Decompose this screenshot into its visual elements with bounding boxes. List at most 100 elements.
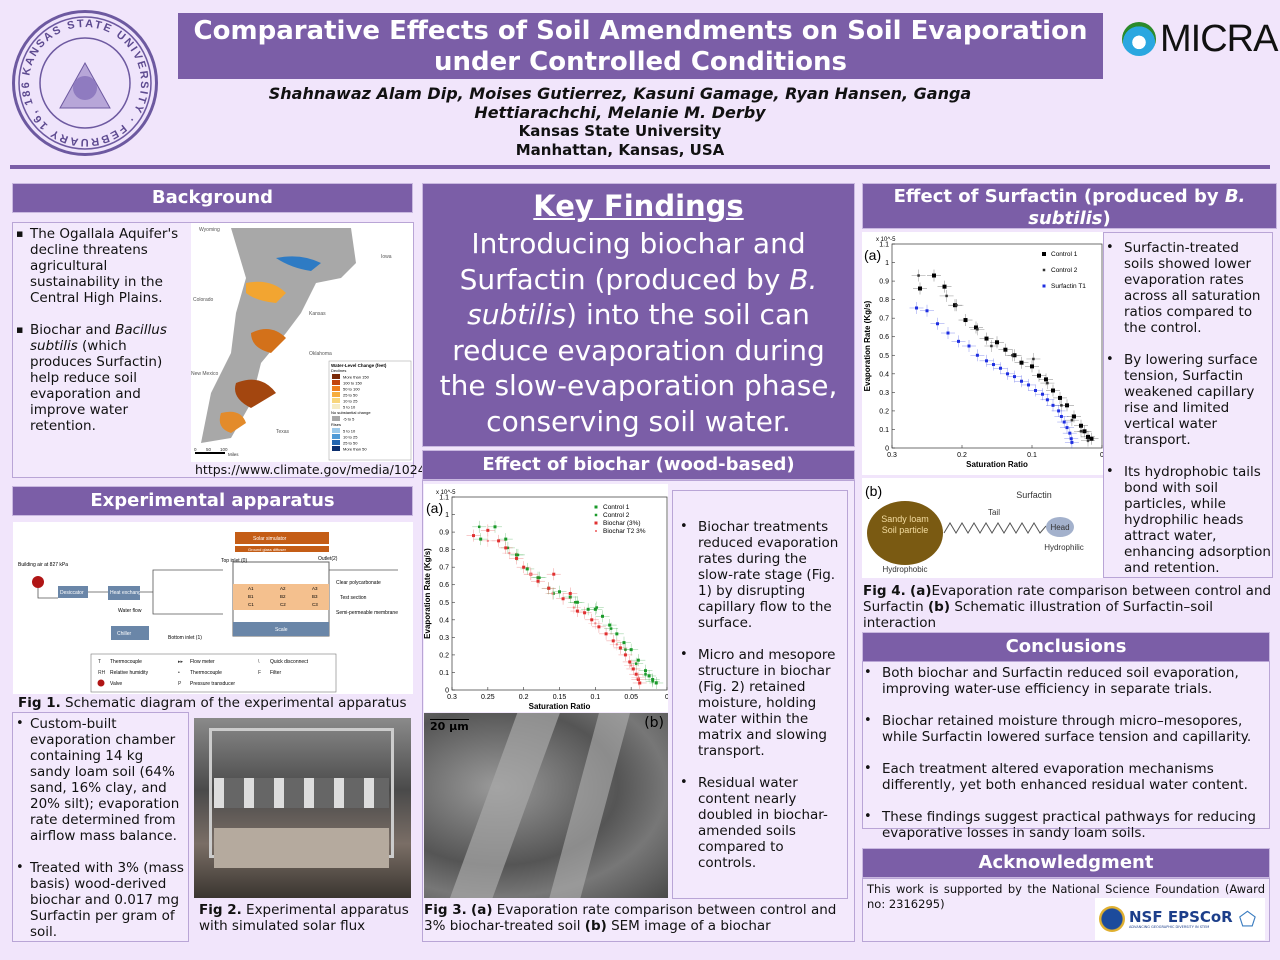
conclusions-bullets: Both biochar and Surfactin reduced soil … xyxy=(864,665,1264,857)
key-findings-text: Introducing biochar and Surfactin (produ… xyxy=(423,226,854,439)
data-point xyxy=(547,586,551,590)
legend-label: 5 to 10 xyxy=(343,429,356,434)
legend-symbol-icon: • xyxy=(178,670,180,676)
legend-marker xyxy=(1042,284,1046,288)
sensor-label: B3 xyxy=(312,594,318,599)
data-point xyxy=(946,331,950,335)
data-point xyxy=(1011,354,1014,357)
map-scale-label: 0 xyxy=(194,447,197,452)
data-point xyxy=(1051,403,1055,407)
text: ) into the soil can reduce evaporation d… xyxy=(439,298,838,438)
label: Scale xyxy=(275,627,288,633)
fig3a-plot: 0.3 0.25 0.2 0.15 0.1 0.05 0 0 0.1 0.2 0.3 0.4 0.5 0.… xyxy=(423,490,669,711)
fig4a-chart: 0.3 0.2 0.1 0 0 0.1 0.2 0.3 0.4 0.5 0.6 0.7 0.8 0.9 1 1… xyxy=(862,232,1104,475)
data-point xyxy=(623,653,627,657)
y-tick-label: 0.8 xyxy=(879,297,889,304)
data-point xyxy=(651,679,654,683)
legend-symbol-icon: RH xyxy=(98,670,106,676)
data-point xyxy=(1062,420,1066,424)
conclusions-header: Conclusions xyxy=(862,632,1270,662)
sensor-label: C2 xyxy=(280,602,286,607)
data-point xyxy=(601,614,604,618)
legend-section-label: No substantial change xyxy=(331,410,371,415)
university-seal: KANSAS STATE UNIVERSITY · FEBRUARY 16, 1… xyxy=(11,4,158,156)
schematic-graphic: (b) Hydrophobic Tail Head Hydrophilic Su… xyxy=(865,483,1084,574)
conclusion-bullet: Biochar retained moisture through micro–… xyxy=(864,713,1264,745)
label: Heat exchanger xyxy=(110,590,146,596)
legend-swatch xyxy=(332,398,340,403)
y-axis-label: Evaporation Rate (Kg/s) xyxy=(863,300,872,391)
y-tick-label: 0 xyxy=(445,688,449,695)
data-point xyxy=(1030,364,1034,369)
data-point xyxy=(995,340,999,345)
fig-label: Fig 4. xyxy=(863,583,906,599)
data-point xyxy=(634,672,638,676)
label: Chiller xyxy=(117,631,132,637)
data-point xyxy=(538,576,541,579)
y-tick-label: 0.8 xyxy=(439,547,449,554)
panel-label: (b) xyxy=(865,483,882,499)
data-point xyxy=(636,658,640,662)
x-tick-label: 0.15 xyxy=(553,694,567,701)
x-tick-label: 0.2 xyxy=(957,452,967,459)
fig4a-plot: 0.3 0.2 0.1 0 0 0.1 0.2 0.3 0.4 0.5 0.6 0.7 0.8 0.9 1 1… xyxy=(863,237,1104,469)
fiber xyxy=(544,713,634,898)
conclusion-bullet: Both biochar and Surfactin reduced soil … xyxy=(864,665,1264,697)
data-point xyxy=(472,534,475,538)
data-point xyxy=(1068,431,1072,435)
data-point xyxy=(1065,426,1069,430)
source-url[interactable]: https://www.climate.gov/media/10241 xyxy=(195,462,434,477)
apparatus-bullets: Custom-built evaporation chamber contain… xyxy=(16,716,186,956)
data-point xyxy=(593,607,597,611)
sensor-label: A3 xyxy=(312,586,318,591)
data-point xyxy=(574,601,577,604)
y-tick-label: 0.1 xyxy=(439,670,449,677)
data-point xyxy=(622,641,626,645)
authors-line-1: Shahnawaz Alam Dip, Moises Gutierrez, Ka… xyxy=(268,84,972,103)
y-tick-label: 0.6 xyxy=(879,334,889,341)
legend-swatch xyxy=(332,380,340,385)
data-point xyxy=(595,606,599,609)
institution: Kansas State University xyxy=(518,122,722,140)
surfactin-label: Surfactin xyxy=(1016,490,1052,500)
y-tick-label: 0.5 xyxy=(879,353,889,360)
legend-label: 25 to 50 xyxy=(343,393,358,398)
species-name: B. subtilis xyxy=(467,262,818,332)
data-point xyxy=(1020,379,1023,383)
label: Ground glass diffuser xyxy=(248,547,287,552)
surfactin-schematic: (b) Hydrophobic Tail Head Hydrophilic Su… xyxy=(862,478,1103,578)
fig-label: Fig 2. xyxy=(199,902,242,918)
data-point xyxy=(917,274,920,277)
fig4-caption: Fig 4. (a)Evaporation rate comparison be… xyxy=(863,583,1275,631)
data-point xyxy=(611,639,615,643)
poster-title: Comparative Effects of Soil Amendments o… xyxy=(178,13,1103,79)
x-axis-label: Saturation Ratio xyxy=(529,702,591,711)
acknowledgment-text: This work is supported by the National S… xyxy=(867,882,1265,911)
fig-label: Fig 3. xyxy=(424,902,467,918)
x-tick-label: 0.2 xyxy=(519,694,529,701)
data-point xyxy=(1057,409,1061,413)
legend-symbol-icon: P xyxy=(178,681,182,687)
species-name: B. subtilis xyxy=(1028,186,1246,229)
data-point xyxy=(1070,440,1074,444)
data-point xyxy=(516,553,520,557)
text: Biochar and xyxy=(30,322,116,338)
legend-marker xyxy=(594,505,598,509)
map-label: New Mexico xyxy=(191,371,218,377)
label: Bottom inlet (1) xyxy=(168,635,202,641)
legend-label: Valve xyxy=(110,681,122,687)
legend-symbol-icon: F xyxy=(258,670,261,676)
y-tick-label: 0.1 xyxy=(879,427,889,434)
data-point xyxy=(630,664,633,667)
label: Test section xyxy=(340,595,367,601)
legend-label: Biochar (3%) xyxy=(603,520,641,527)
y-tick-label: 0.3 xyxy=(879,390,889,397)
data-point xyxy=(1027,383,1030,387)
data-point xyxy=(1089,436,1094,441)
sensor-label: A2 xyxy=(280,586,286,591)
surfactin-bullet: Its hydrophobic tails bond with soil par… xyxy=(1106,464,1272,576)
biochar-header: Effect of biochar (wood-based) xyxy=(422,450,855,480)
key-findings-box: Key Findings Introducing biochar and Sur… xyxy=(422,183,855,447)
data-point xyxy=(999,366,1002,370)
surfactin-bullet: Surfactin-treated soils showed lower eva… xyxy=(1106,240,1272,336)
